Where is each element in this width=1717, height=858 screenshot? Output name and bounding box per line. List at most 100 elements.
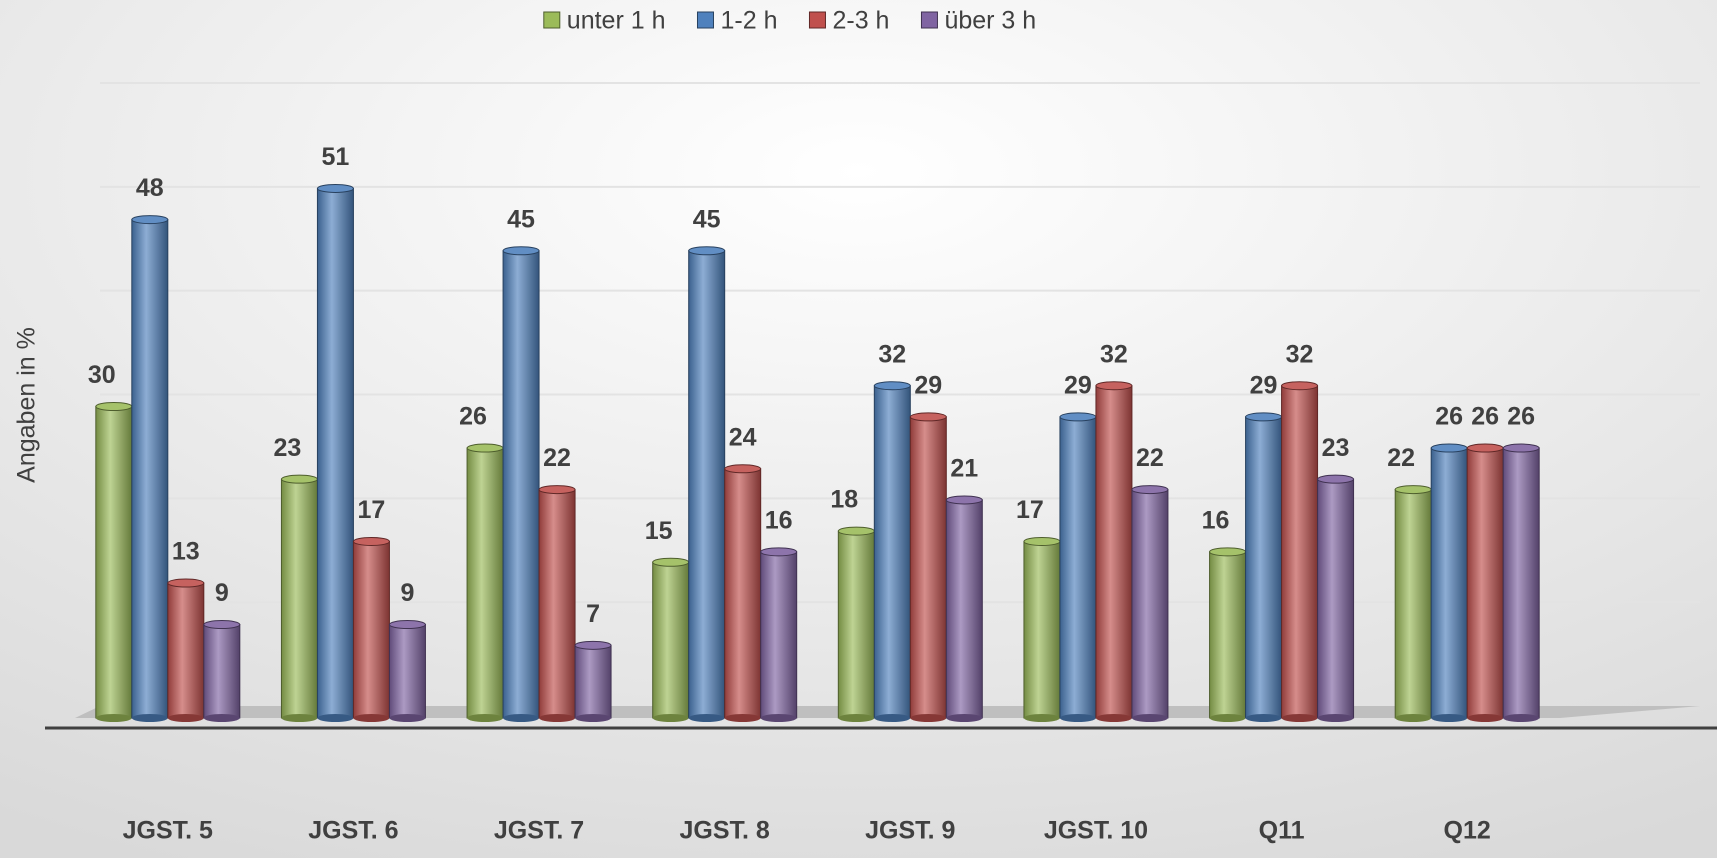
value-label: 29: [1064, 371, 1092, 399]
value-label: 45: [507, 205, 535, 233]
bar-base: [1131, 714, 1168, 722]
bar-base: [838, 714, 875, 722]
x-tick-label: JGST. 10: [1044, 817, 1148, 845]
value-label: 9: [215, 579, 229, 607]
legend-label: 1-2 h: [720, 7, 777, 35]
bar: [1281, 385, 1319, 719]
bar-base: [760, 714, 797, 722]
bar: [131, 219, 169, 719]
legend-swatch: [696, 11, 714, 29]
legend-label: über 3 h: [944, 7, 1036, 35]
value-label: 26: [1507, 403, 1535, 431]
bar: [688, 250, 726, 719]
bar-cap: [1023, 536, 1061, 546]
bar-base: [1209, 714, 1246, 722]
bar: [873, 385, 911, 719]
value-label: 16: [765, 506, 793, 534]
bar-base: [467, 714, 504, 722]
value-label: 22: [1136, 444, 1164, 472]
bar: [502, 250, 540, 719]
legend-swatch: [543, 11, 561, 29]
bar-base: [503, 714, 540, 722]
bar-base: [203, 714, 240, 722]
x-tick-label: JGST. 8: [680, 817, 770, 845]
bar-cap: [538, 485, 576, 495]
bar-base: [167, 714, 204, 722]
x-tick-label: JGST. 5: [123, 817, 213, 845]
value-label: 7: [586, 600, 600, 628]
value-label: 22: [543, 444, 571, 472]
bar: [1059, 416, 1097, 719]
value-label: 16: [1202, 506, 1230, 534]
value-label: 51: [322, 143, 350, 171]
bar-base: [1317, 714, 1354, 722]
bar-cap: [1430, 443, 1468, 453]
value-label: 15: [645, 517, 673, 545]
bar-base: [1503, 714, 1540, 722]
bar-cap: [1466, 443, 1504, 453]
value-label: 26: [459, 403, 487, 431]
bar: [466, 447, 504, 719]
value-label: 29: [914, 371, 942, 399]
legend-label: 2-3 h: [832, 7, 889, 35]
bar-cap: [466, 443, 504, 453]
legend: unter 1 h 1-2 h 2-3 h über 3 h: [543, 7, 1036, 35]
value-label: 26: [1435, 403, 1463, 431]
legend-swatch: [920, 11, 938, 29]
bar-base: [1059, 714, 1096, 722]
bar-base: [910, 714, 947, 722]
legend-label: unter 1 h: [567, 7, 666, 35]
value-label: 26: [1471, 403, 1499, 431]
bar: [909, 416, 947, 719]
bar-cap: [945, 495, 983, 505]
bar: [1502, 447, 1540, 719]
bar: [95, 406, 133, 719]
bar-base: [1245, 714, 1282, 722]
bar: [1131, 489, 1169, 719]
value-label: 32: [878, 340, 906, 368]
bar-cap: [316, 183, 354, 193]
bar-cap: [203, 620, 241, 630]
bar-cap: [1245, 412, 1283, 422]
bar-base: [1281, 714, 1318, 722]
bar-base: [353, 714, 390, 722]
value-label: 32: [1100, 340, 1128, 368]
bar-base: [946, 714, 983, 722]
bar-cap: [1209, 547, 1247, 557]
x-tick-label: Q12: [1444, 817, 1491, 845]
bar: [167, 582, 205, 719]
bar-base: [1023, 714, 1060, 722]
bar: [203, 624, 241, 719]
bar-cap: [1095, 381, 1133, 391]
x-tick-label: JGST. 7: [494, 817, 584, 845]
bar: [316, 187, 354, 719]
bar-cap: [1131, 485, 1169, 495]
value-label: 24: [729, 423, 757, 451]
bar-cap: [167, 578, 205, 588]
bar-base: [1095, 714, 1132, 722]
value-label: 29: [1250, 371, 1278, 399]
value-label: 32: [1286, 340, 1314, 368]
x-tick-label: JGST. 6: [308, 817, 398, 845]
bar: [280, 478, 318, 719]
bar-base: [575, 714, 612, 722]
bar-cap: [724, 464, 762, 474]
value-label: 30: [88, 361, 116, 389]
value-label: 22: [1387, 444, 1415, 472]
value-label: 21: [950, 455, 978, 483]
bar: [352, 540, 390, 719]
bar: [388, 624, 426, 719]
bar-cap: [652, 557, 690, 567]
value-label: 17: [358, 496, 386, 524]
bar: [1430, 447, 1468, 719]
value-label: 23: [1322, 434, 1350, 462]
x-tick-label: Q11: [1259, 817, 1305, 845]
value-label: 23: [274, 434, 302, 462]
bar: [724, 468, 762, 719]
bar-base: [131, 714, 168, 722]
bar-cap: [574, 640, 612, 650]
bar-cap: [95, 402, 133, 411]
value-label: 9: [400, 579, 414, 607]
bar-cap: [1059, 412, 1097, 422]
